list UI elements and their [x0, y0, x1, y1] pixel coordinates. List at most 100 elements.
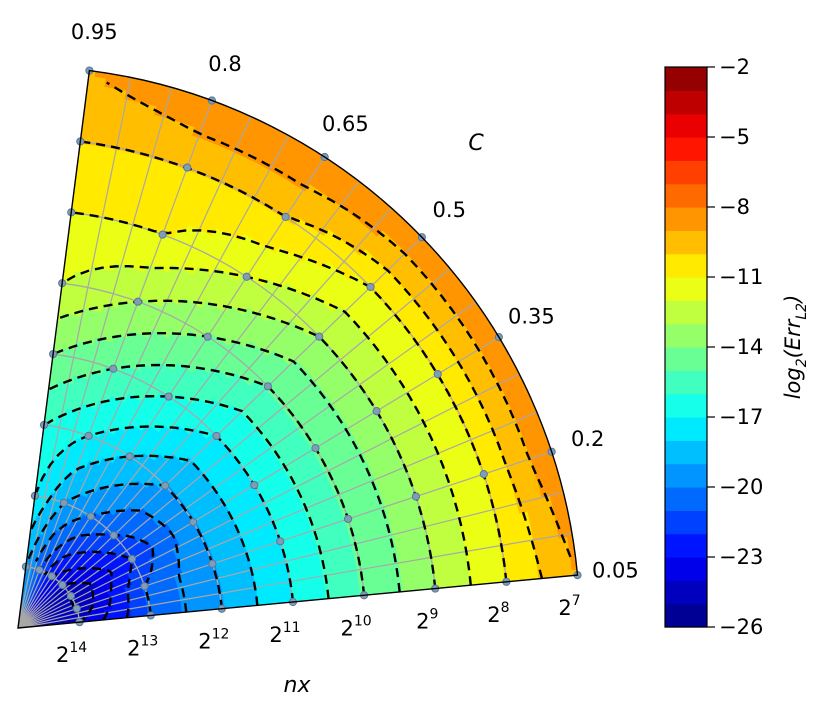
colorbar-band [665, 324, 707, 348]
colorbar-band [665, 184, 707, 208]
contour-cell [327, 601, 336, 608]
contour-cell [36, 438, 41, 447]
grid-marker [110, 365, 117, 372]
contour-cell [66, 124, 77, 134]
colorbar-tick-label: −23 [719, 545, 763, 569]
contour-cell [403, 595, 412, 603]
contour-cell [335, 600, 344, 607]
contour-cell [70, 91, 82, 101]
colorbar-band [665, 417, 707, 441]
contour-cell [59, 201, 68, 210]
contour-cell [545, 561, 555, 573]
contour-cell [531, 584, 540, 595]
grid-marker [126, 453, 133, 460]
nx-tick-label: 28 [487, 600, 509, 627]
contour-cell [71, 74, 83, 84]
x-axis-label: nx [284, 673, 312, 698]
colorbar-band [665, 137, 707, 161]
grid-marker [48, 573, 55, 580]
contour-cell [361, 598, 370, 606]
grid-marker [264, 383, 271, 390]
contour-cell [55, 243, 64, 252]
nx-tick-label: 210 [340, 613, 371, 640]
colorbar-label: log2(ErrL2) [781, 295, 810, 400]
contour-cell [480, 588, 489, 598]
grid-marker [243, 273, 250, 280]
contour-cell [42, 370, 48, 379]
contour-cell [310, 603, 319, 610]
contour-cell [369, 598, 378, 606]
angular-axis-label: C [468, 131, 484, 156]
nx-tick-base: 2 [340, 616, 353, 640]
nx-tick-exp: 12 [212, 627, 230, 643]
contour-cell [259, 607, 268, 613]
contour-cell [41, 387, 47, 396]
grid-marker [128, 555, 135, 562]
contour-cell [488, 588, 497, 598]
contour-cell [67, 116, 78, 126]
c-tick-label: 0.05 [592, 559, 639, 583]
c-tick-label: 0.35 [508, 304, 555, 328]
contour-cell [57, 218, 66, 227]
nx-tick-exp: 8 [501, 600, 510, 616]
contour-cell [37, 430, 42, 439]
contour-cell [48, 311, 55, 320]
contour-cell [46, 337, 53, 346]
contour-cell [64, 150, 74, 160]
nx-tick-base: 2 [269, 623, 282, 647]
contour-cell [444, 574, 453, 584]
nx-tick-exp: 11 [283, 620, 301, 636]
colorbar-band [665, 557, 707, 581]
contour-cell [131, 618, 140, 621]
contour-cell [386, 596, 395, 604]
contour-cell [34, 455, 38, 464]
contour-cell [446, 591, 455, 600]
colorbar-band [665, 114, 707, 138]
contour-cell [378, 597, 387, 605]
contour-cell [51, 277, 59, 286]
nx-tick-base: 2 [558, 596, 571, 620]
grid-marker [412, 493, 419, 500]
contour-cell [573, 580, 582, 592]
colorbar-band [665, 604, 707, 628]
contour-cell [556, 582, 565, 594]
contour-cell [486, 568, 496, 578]
contour-cell [437, 592, 446, 601]
colorbar-band [665, 394, 707, 418]
grid-marker [184, 164, 191, 171]
contour-cell [301, 603, 310, 609]
grid-marker [344, 515, 351, 522]
grid-marker [434, 371, 441, 378]
contour-cell [60, 192, 70, 201]
contour-cell [522, 585, 531, 596]
contour-cell [420, 593, 429, 602]
contour-cell [528, 563, 538, 574]
contour-cell [495, 567, 505, 578]
contour-fill [14, 65, 582, 632]
contour-cell [463, 590, 472, 600]
contour-cell [38, 413, 43, 422]
contour-cell [52, 269, 60, 278]
contour-cell [208, 611, 217, 616]
contour-cell [418, 577, 427, 586]
colorbar-label-sub2: L2 [794, 303, 810, 320]
contour-cell [318, 602, 327, 609]
contour-cell [520, 564, 530, 575]
colorbar-band [665, 464, 707, 488]
grid-marker [162, 482, 169, 489]
contour-cell [69, 99, 80, 109]
colorbar-band [665, 580, 707, 604]
colorbar-band [665, 254, 707, 278]
grid-marker [312, 444, 319, 451]
contour-cell [539, 583, 548, 594]
grid-marker [251, 481, 258, 488]
contour-cell [71, 82, 83, 92]
grid-marker [134, 298, 141, 305]
contour-cell [65, 141, 76, 151]
contour-cell [443, 565, 453, 575]
contour-cell [410, 578, 419, 587]
colorbar-tick-label: −17 [719, 405, 763, 429]
contour-cell [51, 286, 59, 295]
nx-tick-label: 214 [56, 640, 87, 667]
nx-tick-label: 29 [416, 607, 438, 634]
